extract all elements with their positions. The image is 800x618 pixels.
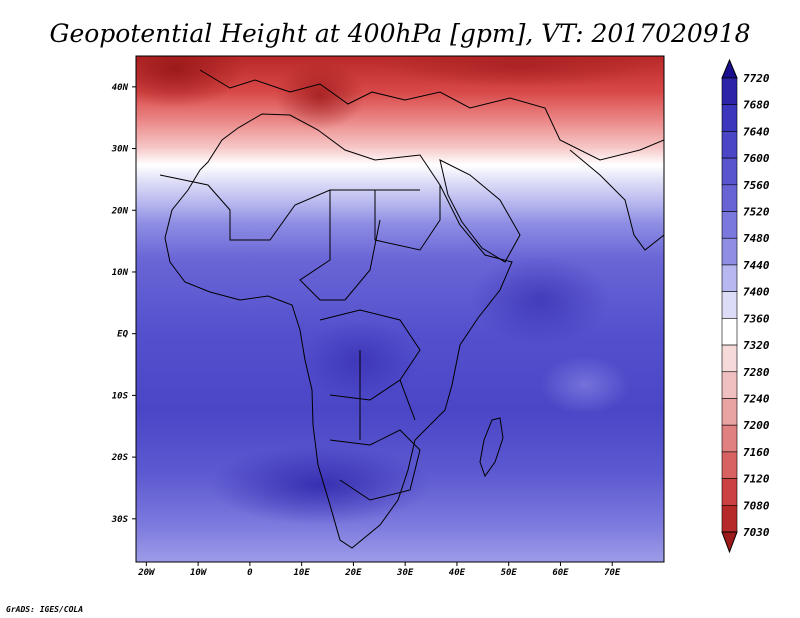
lat-tick-label: 30S — [111, 515, 129, 525]
madagascar — [479, 417, 504, 478]
legend-label: 7440 — [743, 259, 770, 272]
plot-frame — [135, 55, 665, 563]
country-border-4 — [319, 309, 421, 401]
map-plot-area — [136, 56, 664, 562]
legend-label: 7360 — [743, 312, 770, 325]
legend-bottom-arrow — [721, 531, 738, 554]
legend-label: 7320 — [743, 339, 770, 352]
lon-tick-label: 60E — [552, 568, 569, 578]
legend-label: 7560 — [743, 179, 770, 192]
legend-swatch — [721, 371, 738, 399]
legend-swatch — [721, 344, 738, 373]
country-border-2 — [299, 190, 381, 301]
lon-tick-label: 10E — [294, 568, 311, 578]
country-border-6 — [359, 350, 416, 440]
low-height-band-north — [380, 56, 660, 88]
legend-label: 7600 — [743, 152, 770, 165]
legend-label: 7280 — [743, 366, 770, 379]
lon-tick-label: 20E — [344, 568, 362, 578]
lat-tick-label: 10S — [112, 391, 129, 401]
europe-coast — [199, 69, 664, 161]
legend-swatch — [721, 478, 738, 506]
legend-swatch — [721, 264, 738, 292]
high-height-core-south — [210, 445, 430, 525]
legend-swatch — [721, 77, 738, 106]
lon-tick-label: 70E — [604, 568, 621, 578]
low-height-core-northwest — [136, 56, 245, 108]
legend-swatch — [721, 104, 738, 132]
india-coast — [569, 149, 664, 251]
low-height-core-mediterranean — [275, 60, 365, 130]
lon-tick-label: 10W — [190, 568, 208, 578]
longitude-axis: 20W 10W 0 10E 20E 30E 40E 50E 60E 70E — [137, 562, 621, 578]
legend-swatch — [721, 184, 738, 212]
legend-label: 7120 — [743, 473, 770, 486]
country-border-1 — [159, 174, 420, 241]
legend-label: 7720 — [743, 72, 770, 85]
legend-top-arrow — [721, 58, 738, 79]
lon-tick-label: 50E — [501, 568, 518, 578]
lat-tick-label: 40N — [112, 83, 129, 93]
legend-label: 7520 — [743, 206, 770, 219]
legend-label: 7160 — [743, 446, 770, 459]
legend-swatch — [721, 504, 738, 533]
lat-tick-label: 30N — [111, 145, 129, 155]
legend-label: 7680 — [743, 99, 770, 112]
arabian-peninsula — [439, 159, 521, 263]
lon-tick-label: 20W — [137, 568, 156, 578]
lon-tick-label: 30E — [396, 568, 414, 578]
chart-title: Geopotential Height at 400hPa [gpm], VT:… — [49, 19, 750, 48]
legend-swatch — [721, 131, 738, 159]
legend-label: 7030 — [743, 526, 770, 539]
lat-tick-label: 10N — [112, 268, 129, 278]
legend-label: 7480 — [743, 232, 770, 245]
lat-tick-label: EQ — [117, 330, 128, 340]
legend-label: 7400 — [743, 286, 770, 299]
legend-swatch — [721, 424, 738, 453]
lon-tick-label: 0 — [247, 568, 253, 578]
legend-swatch — [721, 237, 738, 266]
country-border-3 — [374, 185, 441, 251]
coastlines-and-borders — [159, 69, 664, 549]
legend-label: 7240 — [743, 392, 770, 405]
lat-tick-label: 20S — [111, 453, 129, 463]
legend-swatch — [721, 451, 738, 479]
legend-swatch — [721, 318, 738, 346]
lon-tick-label: 40E — [449, 568, 466, 578]
africa-coastline — [164, 113, 513, 549]
country-border-5 — [329, 429, 421, 501]
legend-label: 7080 — [743, 499, 770, 512]
legend-label: 7200 — [743, 419, 770, 432]
latitude-axis: 40N 30N 20N 10N EQ 10S 20S 30S — [111, 83, 136, 525]
legend-swatch — [721, 291, 738, 319]
legend-swatch — [721, 398, 738, 426]
legend-label: 7640 — [743, 125, 770, 138]
pale-region-indian-ocean — [540, 355, 630, 415]
high-height-core-east — [470, 255, 610, 345]
legend-swatch — [721, 211, 738, 239]
color-legend: 7720 7680 7640 7600 7560 7520 7480 7440 7400 7360… — [721, 58, 770, 554]
lat-tick-label: 20N — [111, 206, 129, 216]
grads-credit: GrADS: IGES/COLA — [6, 605, 83, 614]
legend-swatch — [721, 157, 738, 186]
